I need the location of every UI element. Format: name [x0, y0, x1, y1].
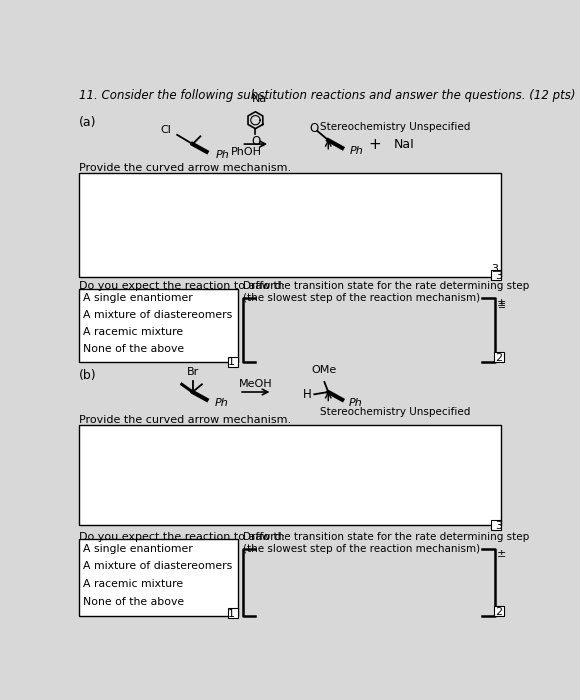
Text: O: O: [310, 122, 319, 135]
Text: A racemic mixture: A racemic mixture: [84, 579, 183, 589]
Text: 11. Consider the following substitution reactions and answer the questions. (12 : 11. Consider the following substitution …: [79, 89, 575, 102]
Text: Draw the transition state for the rate determining step
(the slowest step of the: Draw the transition state for the rate d…: [243, 532, 529, 554]
Text: 2: 2: [495, 353, 502, 363]
Text: Draw the transition state for the rate determining step
(the slowest step of the: Draw the transition state for the rate d…: [243, 281, 529, 302]
Text: 1: 1: [229, 609, 235, 619]
Bar: [227, 608, 238, 618]
Text: NaI: NaI: [394, 138, 415, 150]
Text: Stereochemistry Unspecified: Stereochemistry Unspecified: [321, 122, 471, 132]
Text: Ph: Ph: [216, 150, 230, 160]
Bar: [494, 352, 504, 362]
Bar: [79, 425, 501, 525]
Text: Ph: Ph: [349, 398, 363, 408]
Text: A single enantiomer: A single enantiomer: [84, 544, 193, 554]
Text: Cl: Cl: [160, 125, 171, 135]
Text: None of the above: None of the above: [84, 597, 184, 607]
Text: Ph: Ph: [215, 398, 228, 408]
Text: (a): (a): [79, 116, 96, 129]
Text: A mixture of diastereomers: A mixture of diastereomers: [84, 310, 233, 321]
Bar: [227, 356, 238, 367]
Text: (b): (b): [79, 369, 96, 382]
Text: Na: Na: [252, 94, 267, 104]
Text: Provide the curved arrow mechanism.: Provide the curved arrow mechanism.: [79, 415, 291, 425]
Text: +: +: [368, 136, 381, 152]
Text: None of the above: None of the above: [84, 344, 184, 354]
Text: H: H: [302, 388, 311, 401]
Text: A racemic mixture: A racemic mixture: [84, 328, 183, 337]
Text: MeOH: MeOH: [238, 379, 272, 389]
Bar: [79, 289, 238, 362]
Text: ±: ±: [496, 549, 506, 559]
Text: Do you expect the reaction to afford:: Do you expect the reaction to afford:: [79, 281, 285, 291]
Text: Do you expect the reaction to afford:: Do you expect the reaction to afford:: [79, 532, 285, 542]
Text: A mixture of diastereomers: A mixture of diastereomers: [84, 561, 233, 571]
Text: PhOH: PhOH: [231, 147, 262, 157]
Bar: [494, 606, 504, 616]
Text: 3: 3: [496, 271, 503, 281]
Text: Br: Br: [187, 367, 199, 377]
Text: 1: 1: [229, 357, 235, 368]
Bar: [79, 174, 501, 277]
Bar: [79, 539, 238, 616]
Text: O: O: [252, 135, 261, 148]
Bar: [491, 520, 501, 530]
Text: Ph: Ph: [350, 146, 364, 156]
Text: OMe: OMe: [312, 365, 337, 375]
Text: Provide the curved arrow mechanism.: Provide the curved arrow mechanism.: [79, 162, 291, 172]
Text: Stereochemistry Unspecified: Stereochemistry Unspecified: [321, 407, 471, 417]
Bar: [491, 270, 501, 279]
Text: 3: 3: [491, 264, 498, 274]
Text: ±: ±: [496, 298, 506, 308]
Text: ±: ±: [497, 300, 505, 309]
Text: 3: 3: [496, 521, 503, 531]
Text: A single enantiomer: A single enantiomer: [84, 293, 193, 303]
Text: 2: 2: [495, 607, 502, 617]
